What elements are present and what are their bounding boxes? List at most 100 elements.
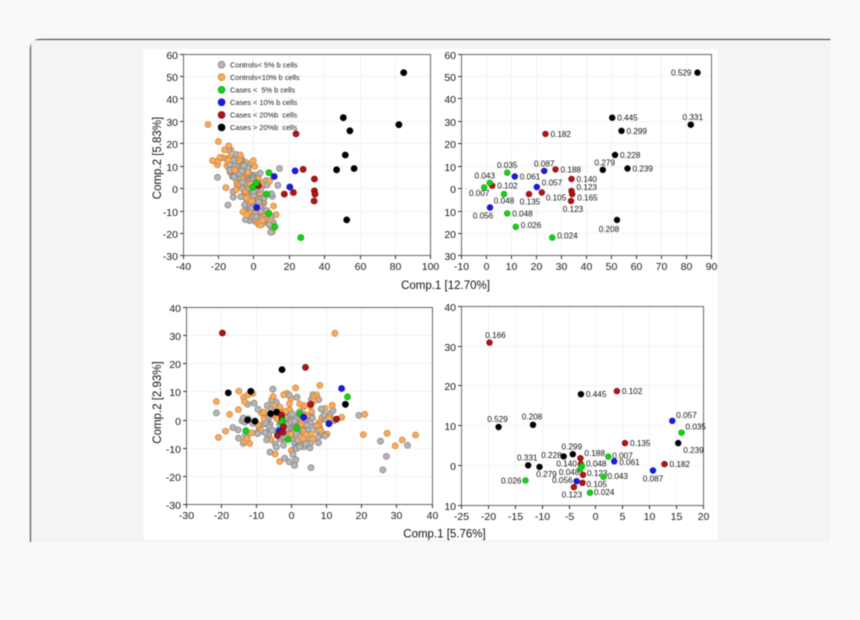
- svg-text:0.105: 0.105: [587, 480, 608, 489]
- svg-text:0.026: 0.026: [521, 221, 542, 230]
- svg-text:40: 40: [166, 94, 178, 106]
- svg-text:40: 40: [319, 261, 331, 273]
- svg-text:40: 40: [169, 303, 181, 315]
- svg-text:60: 60: [444, 50, 456, 62]
- svg-text:0.123: 0.123: [577, 183, 598, 192]
- svg-text:0.043: 0.043: [608, 472, 629, 481]
- svg-text:-10: -10: [163, 207, 178, 219]
- svg-text:0.140: 0.140: [556, 460, 577, 469]
- svg-text:0.007: 0.007: [469, 189, 490, 198]
- svg-text:-10: -10: [249, 510, 264, 522]
- svg-text:60: 60: [631, 261, 643, 273]
- svg-text:0.182: 0.182: [670, 460, 691, 469]
- svg-text:0.102: 0.102: [622, 387, 643, 396]
- svg-text:0.182: 0.182: [551, 130, 572, 139]
- svg-text:0.026: 0.026: [501, 476, 522, 485]
- svg-text:10: 10: [644, 511, 656, 523]
- svg-text:70: 70: [656, 261, 668, 273]
- svg-text:Cases < 5% b cells: Cases < 5% b cells: [230, 85, 295, 94]
- svg-text:0.299: 0.299: [562, 443, 583, 452]
- svg-text:0.048: 0.048: [512, 209, 533, 218]
- svg-text:30: 30: [444, 117, 456, 129]
- svg-text:10: 10: [444, 207, 456, 219]
- svg-text:0.208: 0.208: [599, 225, 620, 234]
- svg-text:-15: -15: [508, 511, 523, 523]
- svg-text:-20: -20: [163, 229, 178, 241]
- svg-text:0.105: 0.105: [546, 194, 567, 203]
- svg-text:20: 20: [444, 139, 456, 151]
- svg-text:Cases > 20%b cells: Cases > 20%b cells: [230, 123, 297, 132]
- svg-text:Controls< 5% b cells: Controls< 5% b cells: [230, 60, 298, 69]
- svg-text:30: 30: [166, 117, 178, 129]
- svg-text:-40: -40: [176, 261, 191, 273]
- svg-text:0.228: 0.228: [541, 451, 562, 460]
- svg-text:-5: -5: [565, 511, 574, 523]
- svg-text:0.140: 0.140: [577, 175, 598, 184]
- svg-text:10: 10: [169, 387, 181, 399]
- svg-text:0.299: 0.299: [627, 127, 648, 136]
- svg-text:60: 60: [166, 50, 178, 62]
- svg-text:0.188: 0.188: [584, 449, 605, 458]
- svg-text:30: 30: [169, 331, 181, 343]
- svg-text:100: 100: [422, 261, 440, 273]
- svg-text:-20: -20: [481, 511, 496, 523]
- svg-text:0.445: 0.445: [586, 390, 607, 399]
- svg-text:0.087: 0.087: [643, 475, 664, 484]
- svg-text:0.123: 0.123: [562, 491, 583, 500]
- svg-text:0.228: 0.228: [620, 151, 641, 160]
- svg-text:0.188: 0.188: [561, 165, 582, 174]
- svg-text:0.529: 0.529: [487, 415, 508, 424]
- svg-text:-20: -20: [166, 472, 181, 484]
- svg-text:0.057: 0.057: [542, 179, 563, 188]
- svg-text:0.331: 0.331: [683, 113, 704, 122]
- svg-text:0.529: 0.529: [671, 69, 692, 78]
- svg-text:30: 30: [556, 261, 568, 273]
- svg-text:Comp.2 [2.93%]: Comp.2 [2.93%]: [152, 361, 164, 443]
- svg-text:0: 0: [172, 184, 178, 196]
- svg-text:-30: -30: [179, 510, 194, 522]
- svg-text:0: 0: [484, 261, 490, 273]
- svg-text:0.279: 0.279: [595, 158, 616, 167]
- svg-text:30: 30: [444, 342, 456, 354]
- svg-text:0: 0: [450, 461, 456, 473]
- svg-text:10: 10: [444, 501, 456, 513]
- svg-text:-20: -20: [214, 510, 229, 522]
- svg-text:10: 10: [506, 261, 518, 273]
- svg-text:0: 0: [450, 184, 456, 196]
- svg-text:-20: -20: [211, 261, 226, 273]
- svg-text:80: 80: [390, 261, 402, 273]
- svg-text:0.123: 0.123: [563, 205, 584, 214]
- svg-text:Comp.1 [5.76%]: Comp.1 [5.76%]: [403, 529, 485, 541]
- svg-text:40: 40: [581, 261, 593, 273]
- svg-text:0.057: 0.057: [676, 411, 697, 420]
- svg-text:-25: -25: [454, 511, 469, 523]
- svg-text:0.102: 0.102: [497, 182, 518, 191]
- svg-text:0: 0: [593, 511, 599, 523]
- svg-text:10: 10: [444, 162, 456, 174]
- svg-text:-10: -10: [166, 444, 181, 456]
- svg-text:0.135: 0.135: [520, 198, 541, 207]
- svg-text:20: 20: [444, 229, 456, 241]
- svg-text:20: 20: [166, 139, 178, 151]
- svg-text:10: 10: [321, 510, 333, 522]
- svg-text:-30: -30: [163, 251, 178, 263]
- svg-text:0.035: 0.035: [686, 423, 707, 432]
- svg-text:40: 40: [444, 302, 456, 314]
- svg-text:0.043: 0.043: [475, 171, 496, 180]
- svg-text:20: 20: [531, 261, 543, 273]
- svg-text:0.024: 0.024: [557, 232, 578, 241]
- svg-text:40: 40: [444, 94, 456, 106]
- svg-text:20: 20: [698, 511, 710, 523]
- svg-text:0.279: 0.279: [536, 470, 557, 479]
- svg-text:Controls<10% b cells: Controls<10% b cells: [230, 73, 300, 82]
- svg-text:0.024: 0.024: [594, 488, 615, 497]
- svg-text:Comp.1 [12.70%]: Comp.1 [12.70%]: [401, 280, 490, 292]
- svg-text:0: 0: [251, 261, 257, 273]
- svg-text:90: 90: [706, 261, 718, 273]
- svg-text:0.239: 0.239: [683, 446, 704, 455]
- svg-text:10: 10: [166, 162, 178, 174]
- svg-text:0.087: 0.087: [534, 159, 555, 168]
- svg-text:40: 40: [427, 510, 439, 522]
- svg-text:15: 15: [671, 511, 683, 523]
- svg-text:0.048: 0.048: [494, 197, 515, 206]
